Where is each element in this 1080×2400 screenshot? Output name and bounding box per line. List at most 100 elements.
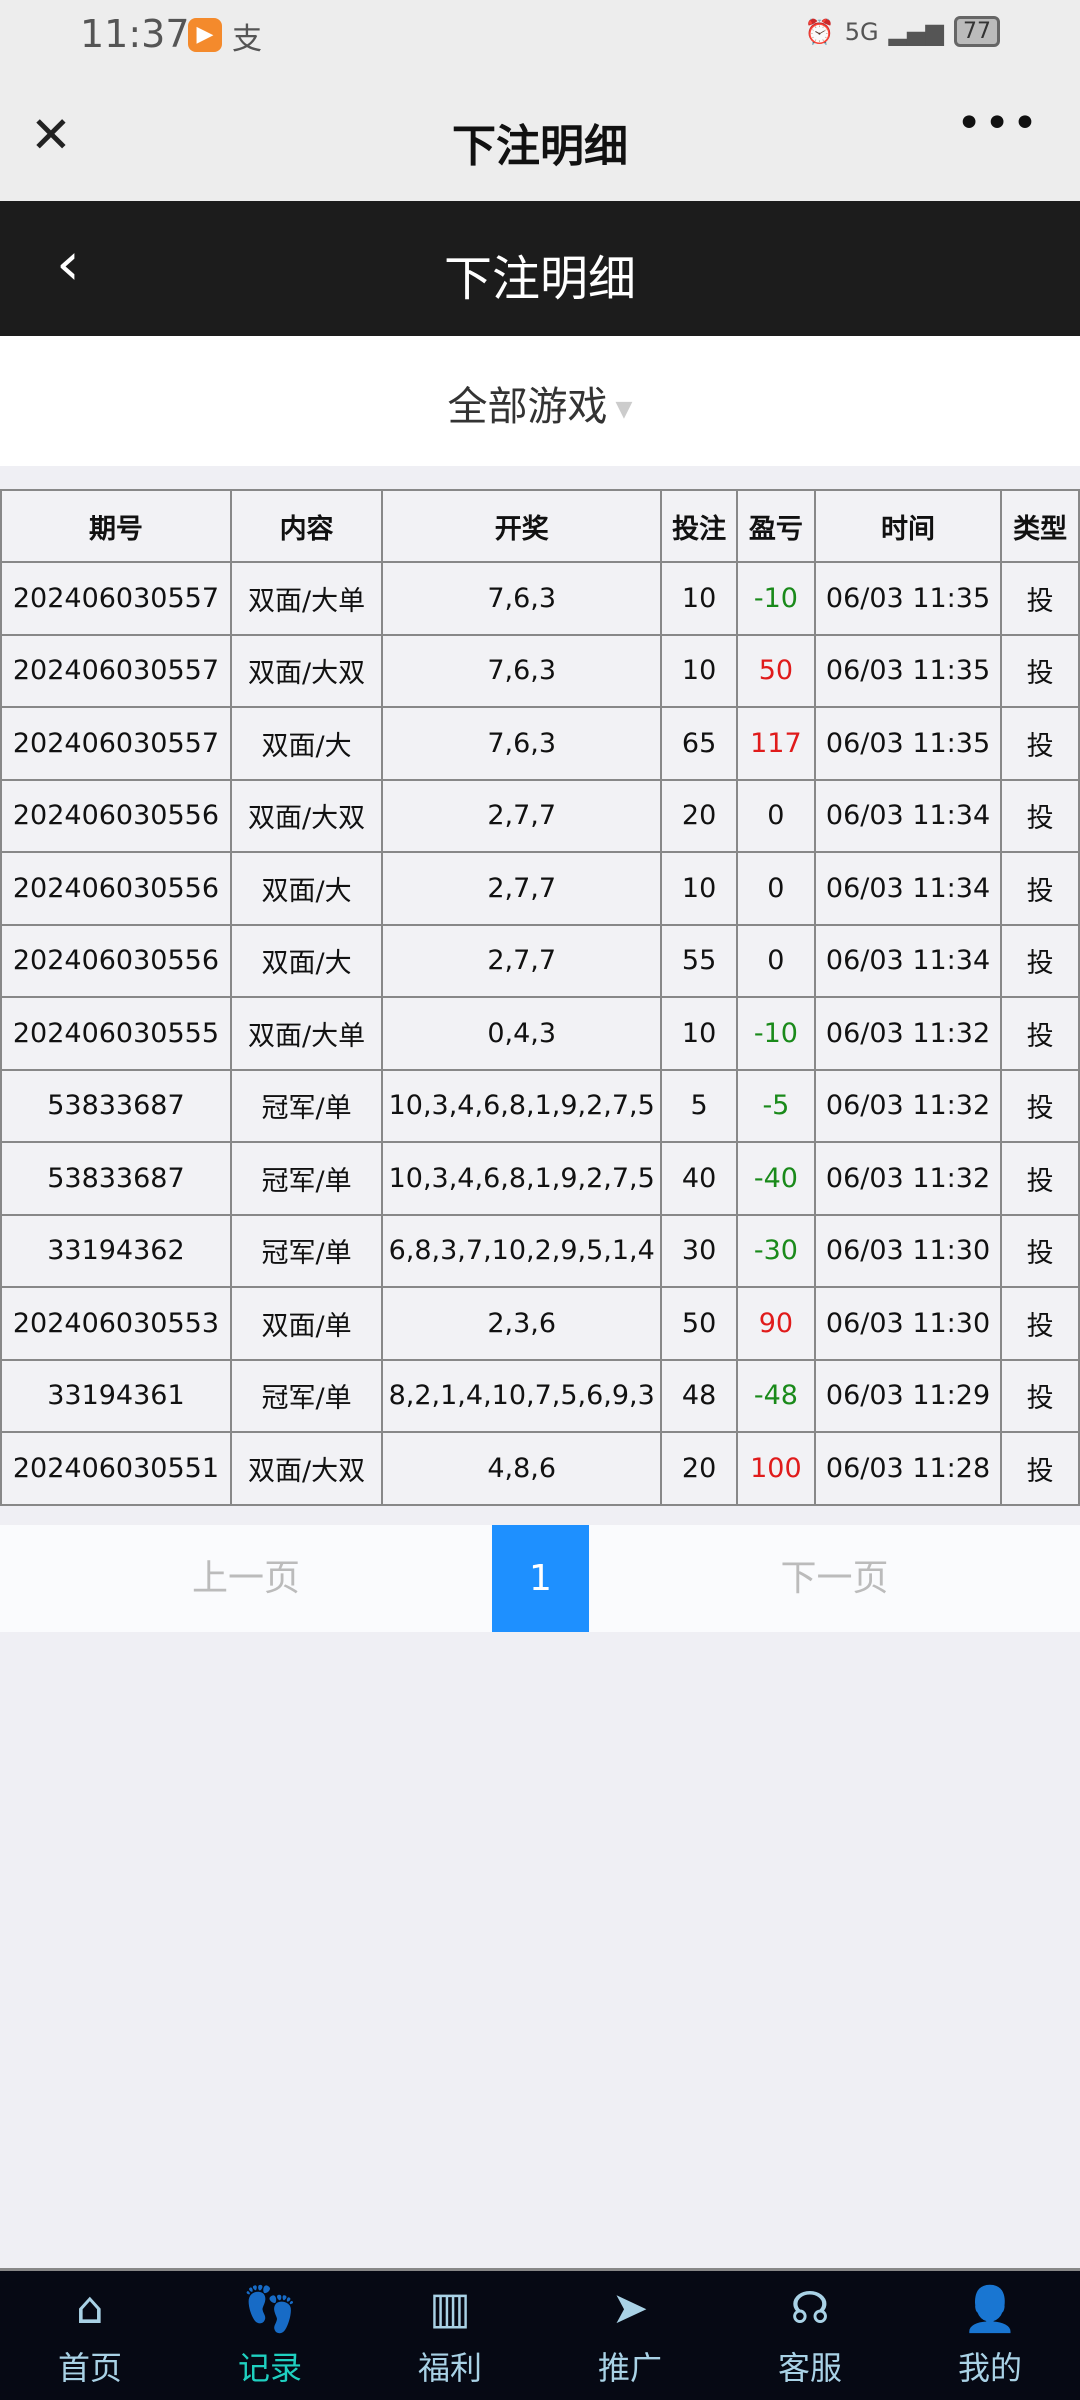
- stake-cell: 10: [660, 851, 738, 926]
- next-page-button[interactable]: 下一页: [780, 1558, 889, 1599]
- period-cell: 202406030557: [0, 706, 232, 781]
- time-cell: 06/03 11:29: [813, 1358, 1003, 1433]
- profit-cell: -40: [735, 1141, 816, 1216]
- table-row: 202406030557 双面/大单 7,6,3 10 -10 06/03 11:35 投: [0, 561, 1080, 636]
- profit-cell: 90: [735, 1286, 816, 1361]
- draw-cell: 2,7,7: [381, 923, 663, 998]
- time-cell: 06/03 11:32: [813, 1141, 1003, 1216]
- table-row: 202406030556 双面/大 2,7,7 55 0 06/03 11:34 投: [0, 923, 1080, 998]
- draw-cell: 2,7,7: [381, 778, 663, 853]
- table-row: 53833687 冠军/单 10,3,4,6,8,1,9,2,7,5 5 -5 06/03…: [0, 1068, 1080, 1143]
- type-cell: 投: [1000, 996, 1080, 1071]
- time-cell: 06/03 11:35: [813, 561, 1003, 636]
- profit-cell: 117: [735, 706, 816, 781]
- time-cell: 06/03 11:32: [813, 996, 1003, 1071]
- type-cell: 投: [1000, 1068, 1080, 1143]
- period-cell: 202406030555: [0, 996, 232, 1071]
- type-cell: 投: [1000, 923, 1080, 998]
- alipay-icon: 支: [232, 22, 262, 57]
- nav-label: 记录: [237, 2349, 302, 2387]
- stake-cell: 20: [660, 1431, 738, 1506]
- nav-label: 客服: [777, 2349, 842, 2387]
- time-cell: 06/03 11:35: [813, 633, 1003, 708]
- more-icon[interactable]: •••: [956, 98, 1040, 149]
- content-cell: 双面/大: [229, 851, 384, 926]
- stake-cell: 40: [660, 1141, 738, 1216]
- content-cell: 双面/大: [229, 923, 384, 998]
- page-title: 下注明细: [443, 251, 636, 307]
- type-cell: 投: [1000, 1213, 1080, 1288]
- current-page[interactable]: 1: [492, 1525, 589, 1632]
- bottom-nav: ⌂ 首页 👣 记录 ▥ 福利 ➤ 推广 ☊ 客服 👤 我的: [0, 2268, 1080, 2400]
- game-filter-value: 全部游戏: [447, 384, 608, 430]
- stake-cell: 10: [660, 633, 738, 708]
- content-cell: 双面/大单: [229, 996, 384, 1071]
- period-cell: 202406030557: [0, 561, 232, 636]
- draw-cell: 4,8,6: [381, 1431, 663, 1506]
- profit-cell: 0: [735, 851, 816, 926]
- content-cell: 冠军/单: [229, 1358, 384, 1433]
- period-cell: 202406030553: [0, 1286, 232, 1361]
- stake-cell: 10: [660, 561, 738, 636]
- draw-cell: 0,4,3: [381, 996, 663, 1071]
- profit-cell: 0: [735, 778, 816, 853]
- stake-cell: 30: [660, 1213, 738, 1288]
- profit-cell: -30: [735, 1213, 816, 1288]
- column-header: 内容: [229, 489, 384, 563]
- time-cell: 06/03 11:34: [813, 778, 1003, 853]
- nav-label: 推广: [597, 2349, 662, 2387]
- draw-cell: 2,3,6: [381, 1286, 663, 1361]
- gift-icon: ▥: [429, 2283, 471, 2334]
- draw-cell: 7,6,3: [381, 706, 663, 781]
- period-cell: 53833687: [0, 1141, 232, 1216]
- type-cell: 投: [1000, 1431, 1080, 1506]
- table-row: 202406030557 双面/大双 7,6,3 10 50 06/03 11:35 投: [0, 633, 1080, 708]
- nav-item-headset[interactable]: ☊ 客服: [720, 2271, 900, 2400]
- stake-cell: 20: [660, 778, 738, 853]
- prev-page-button[interactable]: 上一页: [191, 1558, 300, 1599]
- draw-cell: 10,3,4,6,8,1,9,2,7,5: [381, 1068, 663, 1143]
- draw-cell: 6,8,3,7,10,2,9,5,1,4: [381, 1213, 663, 1288]
- content-cell: 冠军/单: [229, 1068, 384, 1143]
- time-cell: 06/03 11:30: [813, 1286, 1003, 1361]
- close-icon[interactable]: ✕: [30, 106, 72, 164]
- table-row: 202406030551 双面/大双 4,8,6 20 100 06/03 11:28 投: [0, 1431, 1080, 1506]
- back-icon[interactable]: ‹: [56, 229, 80, 299]
- nav-item-footprint[interactable]: 👣 记录: [180, 2271, 360, 2400]
- content-cell: 双面/大双: [229, 778, 384, 853]
- type-cell: 投: [1000, 561, 1080, 636]
- nav-item-home[interactable]: ⌂ 首页: [0, 2271, 180, 2400]
- profit-cell: -48: [735, 1358, 816, 1433]
- content-cell: 双面/大双: [229, 633, 384, 708]
- period-cell: 202406030556: [0, 851, 232, 926]
- nav-item-user[interactable]: 👤 我的: [900, 2271, 1080, 2400]
- headset-icon: ☊: [790, 2283, 830, 2334]
- profit-cell: 50: [735, 633, 816, 708]
- status-bar: 11:37 ▶ 支 ⏰ 5G ▂▄▆ 77: [0, 0, 1080, 70]
- period-cell: 202406030556: [0, 778, 232, 853]
- type-cell: 投: [1000, 1358, 1080, 1433]
- nav-item-paper-plane[interactable]: ➤ 推广: [540, 2271, 720, 2400]
- time-cell: 06/03 11:34: [813, 923, 1003, 998]
- profit-cell: 0: [735, 923, 816, 998]
- type-cell: 投: [1000, 633, 1080, 708]
- signal-icon: 5G: [844, 17, 879, 46]
- table-row: 202406030553 双面/单 2,3,6 50 90 06/03 11:30 投: [0, 1286, 1080, 1361]
- alarm-icon: ⏰: [804, 17, 835, 46]
- table-header: 期号 内容 开奖 投注 盈亏 时间 类型: [0, 489, 1080, 563]
- nav-item-gift[interactable]: ▥ 福利: [360, 2271, 540, 2400]
- content-cell: 双面/大单: [229, 561, 384, 636]
- pagination: 上一页 1 下一页: [0, 1525, 1080, 1632]
- profit-cell: -10: [735, 996, 816, 1071]
- content-cell: 冠军/单: [229, 1213, 384, 1288]
- chevron-down-icon: ▼: [615, 396, 633, 422]
- type-cell: 投: [1000, 778, 1080, 853]
- app-header: ‹ 下注明细: [0, 201, 1080, 336]
- game-filter-select[interactable]: 全部游戏 ▼: [448, 374, 633, 432]
- stake-cell: 10: [660, 996, 738, 1071]
- period-cell: 53833687: [0, 1068, 232, 1143]
- bet-table: 期号 内容 开奖 投注 盈亏 时间 类型 202406030557 双面/大单 7,6,3 10-…: [0, 489, 1080, 1506]
- profit-cell: -10: [735, 561, 816, 636]
- video-app-icon: ▶: [188, 18, 222, 52]
- draw-cell: 2,7,7: [381, 851, 663, 926]
